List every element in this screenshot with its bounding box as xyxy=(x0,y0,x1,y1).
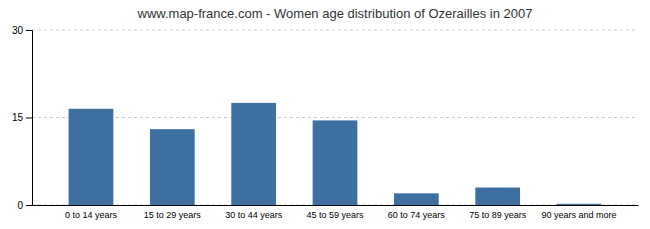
tick: 15 xyxy=(12,112,32,123)
tick-label: 60 to 74 years xyxy=(388,210,446,220)
tick-mark xyxy=(26,30,32,31)
grid xyxy=(32,30,638,205)
chart-svg: 0 15 30 0 to 14 years 15 to 29 years 30 to 44… xyxy=(0,0,650,229)
bar xyxy=(231,103,276,205)
bar xyxy=(475,188,520,206)
chart-container: 0 15 30 0 to 14 years 15 to 29 years 30 to 44… xyxy=(0,0,650,229)
tick-label: 30 xyxy=(12,25,24,36)
tick-mark xyxy=(26,205,32,206)
axis-line xyxy=(26,31,33,206)
y-axis: 0 15 30 xyxy=(12,25,33,211)
tick: 30 xyxy=(12,25,32,36)
axis-line xyxy=(33,205,639,206)
title: www.map-france.com - Women age distribut… xyxy=(137,6,533,21)
bar xyxy=(150,129,195,205)
tick-label: 15 to 29 years xyxy=(144,210,202,220)
bar xyxy=(557,204,602,205)
tick: 30 to 44 years xyxy=(225,210,283,220)
bars xyxy=(69,103,602,205)
tick: 45 to 59 years xyxy=(306,210,364,220)
grid-line xyxy=(32,30,638,31)
tick-label: 45 to 59 years xyxy=(306,210,364,220)
tick-mark xyxy=(26,118,32,119)
tick: 60 to 74 years xyxy=(388,210,446,220)
tick: 75 to 89 years xyxy=(469,210,527,220)
bar xyxy=(69,109,114,205)
tick-label: 30 to 44 years xyxy=(225,210,283,220)
tick: 90 years and more xyxy=(542,210,617,220)
tick-label: 0 xyxy=(17,200,23,211)
tick: 0 xyxy=(17,200,32,211)
tick: 0 to 14 years xyxy=(65,210,118,220)
tick: 15 to 29 years xyxy=(144,210,202,220)
tick-label: 15 xyxy=(12,112,24,123)
tick-label: 75 to 89 years xyxy=(469,210,527,220)
plot: 0 15 30 0 to 14 years 15 to 29 years 30 to 44… xyxy=(12,25,639,221)
bar xyxy=(394,193,439,205)
tick-label: 0 to 14 years xyxy=(65,210,118,220)
tick-label: 90 years and more xyxy=(542,210,617,220)
grid-line xyxy=(32,117,638,118)
x-axis: 0 to 14 years 15 to 29 years 30 to 44 year… xyxy=(33,206,639,221)
bar xyxy=(313,120,358,205)
